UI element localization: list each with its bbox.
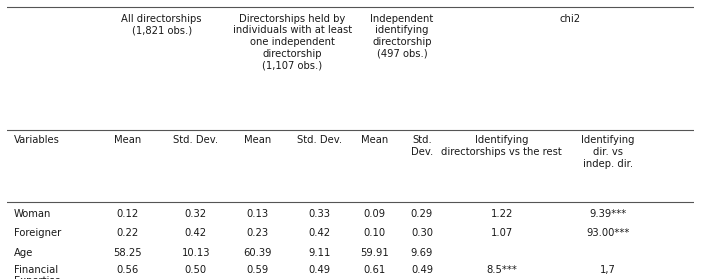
Text: 0.23: 0.23 [247, 228, 268, 238]
Text: 1,7: 1,7 [600, 265, 616, 275]
Text: 0.42: 0.42 [185, 228, 207, 238]
Text: 0.13: 0.13 [247, 209, 268, 219]
Text: 0.12: 0.12 [116, 209, 138, 219]
Text: chi2: chi2 [560, 14, 581, 24]
Text: 8.5***: 8.5*** [486, 265, 517, 275]
Text: 58.25: 58.25 [113, 247, 142, 258]
Text: Directorships held by
individuals with at least
one independent
directorship
(1,: Directorships held by individuals with a… [233, 14, 352, 70]
Text: Independent
identifying
directorship
(497 obs.): Independent identifying directorship (49… [370, 14, 434, 59]
Text: Financial
Expertise: Financial Expertise [14, 265, 60, 279]
Text: 0.29: 0.29 [411, 209, 433, 219]
Text: 59.91: 59.91 [360, 247, 389, 258]
Text: Mean: Mean [244, 135, 271, 145]
Text: Foreigner: Foreigner [14, 228, 61, 238]
Text: 0.50: 0.50 [185, 265, 207, 275]
Text: 9.69: 9.69 [411, 247, 433, 258]
Text: Age: Age [14, 247, 33, 258]
Text: All directorships
(1,821 obs.): All directorships (1,821 obs.) [121, 14, 202, 35]
Text: Std. Dev.: Std. Dev. [297, 135, 342, 145]
Text: 0.30: 0.30 [411, 228, 433, 238]
Text: Variables: Variables [14, 135, 60, 145]
Text: 0.10: 0.10 [364, 228, 386, 238]
Text: 0.56: 0.56 [116, 265, 138, 275]
Text: 9.39***: 9.39*** [590, 209, 627, 219]
Text: Std. Dev.: Std. Dev. [173, 135, 219, 145]
Text: Identifying
dir. vs
indep. dir.: Identifying dir. vs indep. dir. [581, 135, 635, 169]
Text: 0.33: 0.33 [308, 209, 331, 219]
Text: 93.00***: 93.00*** [587, 228, 629, 238]
Text: Mean: Mean [114, 135, 141, 145]
Text: 1.07: 1.07 [491, 228, 512, 238]
Text: Woman: Woman [14, 209, 51, 219]
Text: 0.49: 0.49 [308, 265, 331, 275]
Text: 0.49: 0.49 [411, 265, 433, 275]
Text: 0.59: 0.59 [247, 265, 269, 275]
Text: 0.09: 0.09 [364, 209, 386, 219]
Text: 0.61: 0.61 [363, 265, 386, 275]
Text: 10.13: 10.13 [182, 247, 210, 258]
Text: 0.22: 0.22 [116, 228, 138, 238]
Text: 9.11: 9.11 [308, 247, 331, 258]
Text: Identifying
directorships vs the rest: Identifying directorships vs the rest [441, 135, 562, 157]
Text: 1.22: 1.22 [491, 209, 513, 219]
Text: 0.32: 0.32 [185, 209, 207, 219]
Text: Mean: Mean [361, 135, 388, 145]
Text: Std.
Dev.: Std. Dev. [411, 135, 433, 157]
Text: 0.42: 0.42 [308, 228, 331, 238]
Text: 60.39: 60.39 [243, 247, 272, 258]
